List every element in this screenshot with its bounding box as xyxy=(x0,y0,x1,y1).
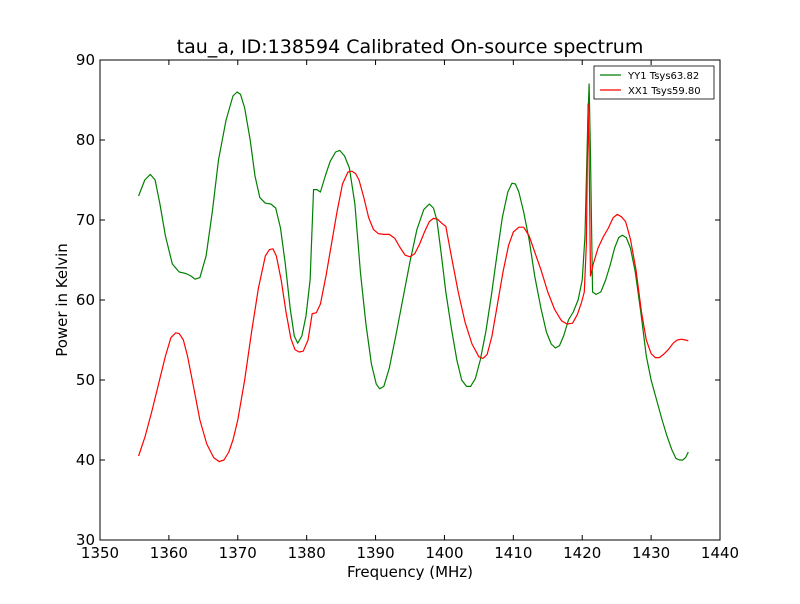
series-line-yy1 xyxy=(138,83,689,461)
y-tick-label: 40 xyxy=(76,451,95,469)
x-axis-label: Frequency (MHz) xyxy=(347,563,473,581)
x-tick-label: 1430 xyxy=(632,544,670,562)
axis-ticks: 1350 1360 1370 1380 1390 1400 1410 1420 1430 1440… xyxy=(76,51,739,562)
x-tick-label: 1370 xyxy=(219,544,257,562)
y-tick-label: 90 xyxy=(76,51,95,69)
y-tick-label: 50 xyxy=(76,371,95,389)
plot-area xyxy=(138,83,689,463)
x-tick-label: 1400 xyxy=(425,544,463,562)
x-tick-label: 1420 xyxy=(563,544,601,562)
legend-box xyxy=(593,65,715,100)
x-tick-label: 1390 xyxy=(356,544,394,562)
x-tick-label: 1350 xyxy=(81,544,119,562)
series-line-xx1 xyxy=(138,103,689,463)
y-tick-label: 30 xyxy=(76,531,95,549)
x-tick-label: 1360 xyxy=(150,544,188,562)
y-tick-label: 80 xyxy=(76,131,95,149)
y-tick-label: 60 xyxy=(76,291,95,309)
legend-label-xx1: XX1 Tsys59.80 xyxy=(628,86,701,97)
chart-title: tau_a, ID:138594 Calibrated On-source sp… xyxy=(177,36,644,58)
x-tick-label: 1440 xyxy=(701,544,739,562)
x-tick-label: 1380 xyxy=(288,544,326,562)
legend: YY1 Tsys63.82 XX1 Tsys59.80 xyxy=(593,65,715,100)
legend-label-yy1: YY1 Tsys63.82 xyxy=(627,71,699,82)
y-axis-label: Power in Kelvin xyxy=(53,243,71,357)
y-tick-label: 70 xyxy=(76,211,95,229)
x-tick-label: 1410 xyxy=(494,544,532,562)
